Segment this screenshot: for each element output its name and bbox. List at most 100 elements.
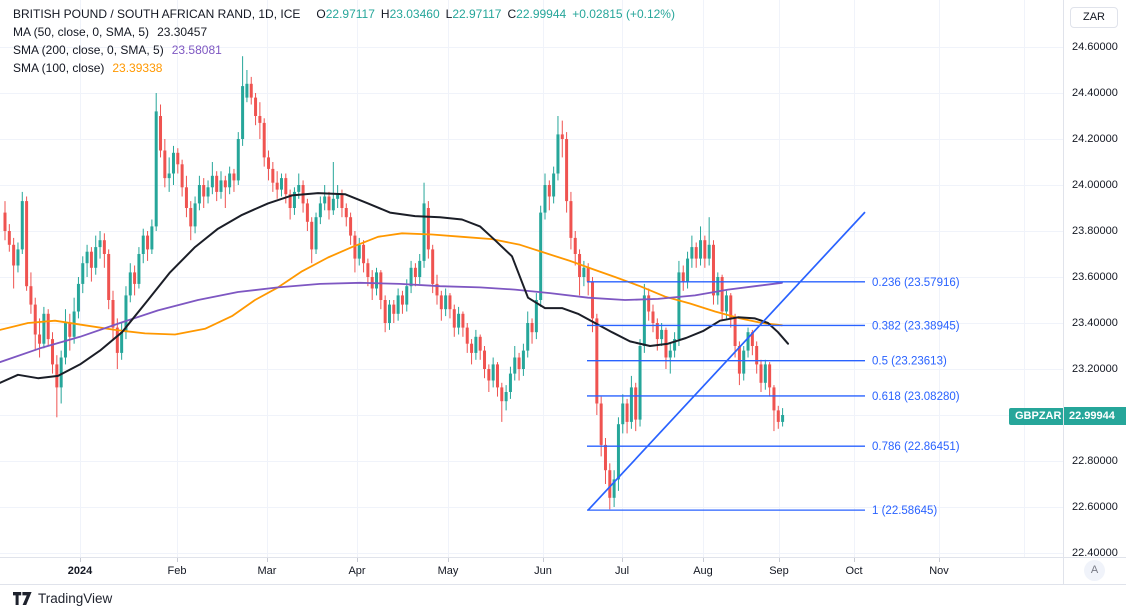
- footer-bar: TradingView: [0, 585, 1126, 611]
- candle-body: [146, 235, 150, 250]
- candle-body: [20, 201, 24, 250]
- candle-body: [375, 272, 379, 289]
- candle-body: [111, 300, 115, 328]
- candle-body: [508, 373, 512, 392]
- candle-body: [124, 295, 128, 333]
- candle-body: [392, 304, 396, 314]
- time-axis-label: Oct: [845, 565, 863, 577]
- candle-body: [223, 180, 227, 188]
- time-axis-tick: [939, 558, 940, 562]
- candle-body: [530, 323, 534, 333]
- candle-body: [154, 111, 158, 227]
- ma-50-line[interactable]: [0, 192, 789, 384]
- candle-body: [504, 392, 508, 402]
- candle-body: [625, 403, 629, 422]
- time-axis-label: Apr: [348, 565, 366, 577]
- candle-body: [629, 387, 633, 422]
- candle-body: [495, 364, 499, 388]
- candle-body: [776, 410, 780, 422]
- candle-body: [543, 185, 547, 213]
- candle-body: [470, 343, 474, 353]
- candle-body: [267, 157, 271, 169]
- trendline[interactable]: [587, 211, 866, 511]
- candle-body: [699, 240, 703, 259]
- candle-body: [353, 235, 357, 259]
- candle-body: [720, 277, 724, 312]
- candle-body: [379, 272, 383, 300]
- candle-body: [591, 281, 595, 319]
- sma-200-line[interactable]: [0, 281, 783, 364]
- candle-body: [167, 173, 171, 179]
- candle-body: [603, 444, 607, 471]
- candle-body: [128, 272, 132, 296]
- candle-body: [483, 350, 487, 369]
- candle-body: [513, 357, 517, 374]
- candle-body: [746, 332, 750, 351]
- candle-body: [98, 240, 102, 248]
- candle-body: [651, 311, 655, 323]
- candle-body: [219, 180, 223, 192]
- candle-body: [297, 185, 301, 192]
- price-chart-svg[interactable]: 0.236 (23.57916) 0.382 (23.38945) 0.5 (23.…: [0, 0, 1063, 557]
- time-axis-label: Sep: [769, 565, 789, 577]
- candle-body: [279, 178, 283, 190]
- candle-body: [772, 387, 776, 411]
- candle-body: [232, 173, 236, 181]
- candle-body: [612, 479, 616, 498]
- chart-plot-area[interactable]: 0.236 (23.57916) 0.382 (23.38945) 0.5 (23.…: [0, 0, 1068, 557]
- time-axis-label: Jul: [614, 565, 630, 577]
- candle-body: [362, 244, 366, 264]
- price-axis-tick: 23.40000: [1072, 317, 1118, 329]
- candle-body: [694, 247, 698, 259]
- candle-body: [565, 139, 569, 202]
- auto-fit-button[interactable]: A: [1084, 560, 1105, 581]
- candle-body: [318, 203, 322, 218]
- candle-body: [310, 221, 314, 250]
- candle-body: [465, 327, 469, 344]
- candle-body: [180, 164, 184, 188]
- candle-body: [742, 350, 746, 374]
- fib-level-label: 0.236 (23.57916): [872, 277, 960, 289]
- candle-body: [115, 327, 119, 353]
- candle-body: [673, 339, 677, 351]
- candle-body: [46, 313, 50, 340]
- candle-body: [120, 332, 124, 353]
- candle-body: [159, 116, 163, 151]
- time-axis-tick: [177, 558, 178, 562]
- sma-100-line[interactable]: [0, 232, 783, 336]
- candle-body: [409, 267, 413, 287]
- candle-body: [271, 168, 275, 183]
- candle-body: [7, 231, 11, 245]
- candle-body: [141, 235, 145, 254]
- candle-body: [426, 208, 430, 250]
- candlestick-series[interactable]: [3, 56, 785, 510]
- price-axis[interactable]: ZAR 24.60000 24.40000 24.20000 24.00000 23.8…: [1063, 0, 1126, 559]
- candle-body: [634, 387, 638, 420]
- candle-body: [547, 185, 551, 197]
- candle-body: [763, 364, 767, 383]
- candle-body: [560, 134, 564, 139]
- candle-body: [491, 364, 495, 381]
- candle-body: [660, 329, 664, 340]
- candle-body: [569, 201, 573, 238]
- candle-body: [733, 318, 737, 346]
- currency-chip[interactable]: ZAR: [1070, 7, 1118, 28]
- candle-body: [241, 86, 245, 139]
- tradingview-logo[interactable]: TradingView: [13, 591, 112, 606]
- candle-body: [383, 300, 387, 323]
- candle-body: [439, 295, 443, 310]
- candle-body: [16, 249, 20, 266]
- candle-body: [323, 196, 327, 204]
- candle-body: [206, 187, 210, 197]
- candle-body: [202, 185, 206, 197]
- candle-body: [500, 387, 504, 402]
- candle-body: [655, 323, 659, 340]
- candle-body: [344, 208, 348, 218]
- time-axis[interactable]: 2024 Feb Mar Apr May Jun Jul Aug Sep Oct Nov A: [0, 557, 1126, 586]
- candle-body: [418, 260, 422, 277]
- candle-body: [681, 272, 685, 282]
- candle-body: [163, 150, 167, 179]
- candle-body: [478, 336, 482, 351]
- candle-body: [724, 295, 728, 312]
- candle-body: [89, 251, 93, 268]
